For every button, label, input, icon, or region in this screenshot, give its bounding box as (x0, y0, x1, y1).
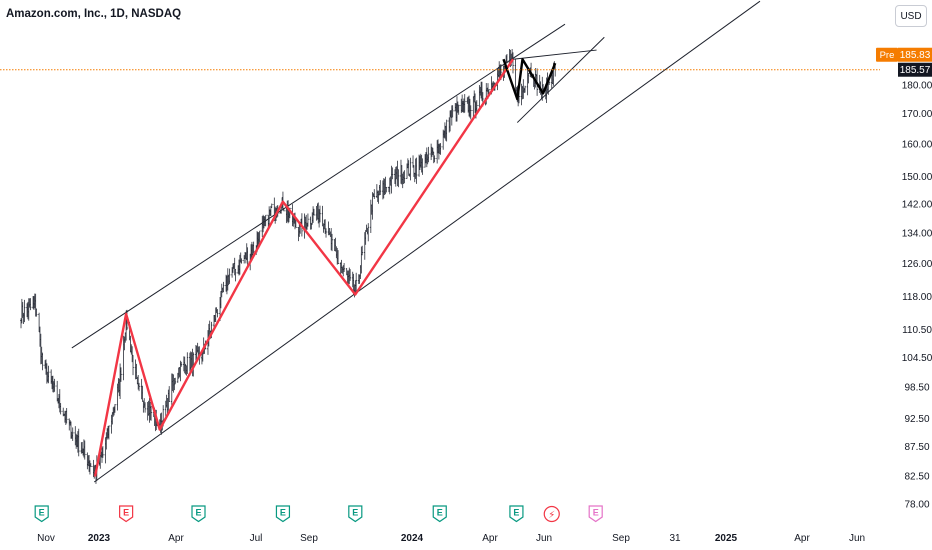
earnings-event-icon (275, 505, 291, 523)
y-tick-label: 92.50 (904, 414, 929, 425)
earnings-event-label: E (437, 508, 443, 518)
red-zigzag-line (93, 58, 514, 477)
earnings-event-label: E (123, 508, 129, 518)
x-tick-label: Apr (168, 533, 184, 544)
x-tick-label: 31 (669, 533, 681, 544)
x-tick-label: Jul (250, 533, 263, 544)
split-event-label: ⚡ (548, 510, 555, 521)
pre-tag-box (876, 47, 898, 62)
y-tick-label: 118.00 (902, 292, 932, 303)
last-price-label: 185.57 (900, 65, 931, 76)
y-tick-label: 150.00 (902, 172, 932, 183)
y-tick-label: 110.50 (902, 325, 932, 336)
y-tick-label: 87.50 (904, 442, 929, 453)
earnings-event-icon (509, 505, 524, 523)
earnings-event-icon (34, 505, 49, 523)
earnings-event-icon (191, 505, 206, 523)
earnings-event-label: E (280, 508, 286, 518)
event-markers: E E E E E E E ⚡ E (34, 505, 603, 523)
y-tick-label: 134.00 (902, 228, 932, 239)
earnings-event-label: E (513, 508, 519, 518)
lower-channel-line (93, 0, 761, 483)
wedge-upper-line (512, 49, 597, 60)
y-tick-label: 82.50 (904, 471, 929, 482)
upper-channel-line (71, 23, 566, 349)
earnings-event-icon (432, 505, 447, 523)
y-tick-label: 98.50 (904, 383, 929, 394)
zigzag-drawings (93, 58, 557, 477)
y-tick-label: 104.50 (902, 353, 932, 364)
y-tick-label: 160.00 (902, 140, 932, 151)
last-price-box (898, 62, 932, 77)
y-tick-label: 170.00 (902, 109, 932, 120)
chart-title: Amazon.com, Inc., 1D, NASDAQ (6, 8, 182, 20)
x-tick-label: Apr (482, 533, 498, 544)
x-tick-label: 2024 (401, 533, 424, 544)
price-axis[interactable]: 78.00 82.50 87.50 92.50 98.50 104.50 110.50 118… (876, 47, 932, 511)
earnings-event-label: E (352, 508, 358, 518)
earnings-event-icon (119, 505, 134, 523)
trend-channels (71, 0, 761, 483)
pre-price-label: 185.83 (900, 50, 931, 61)
earnings-event-label: E (593, 508, 599, 518)
currency-button[interactable]: USD (895, 5, 927, 27)
y-tick-label: 180.00 (902, 81, 932, 92)
pre-tag-label: Pre (880, 50, 895, 61)
earnings-event-icon (588, 505, 603, 523)
split-event-icon (543, 505, 560, 523)
earnings-event-label: E (195, 508, 201, 518)
y-tick-label: 142.00 (902, 199, 932, 210)
earnings-event-label: E (39, 508, 45, 518)
time-axis[interactable]: Nov 2023 Apr Jul Sep 2024 Apr Jun Sep 31 2025 Apr Ju… (37, 533, 865, 544)
earnings-event-icon (348, 505, 363, 523)
x-tick-label: Nov (37, 533, 55, 544)
x-tick-label: Sep (612, 533, 630, 544)
x-tick-label: 2025 (715, 533, 738, 544)
wedge-lower-line (516, 36, 605, 123)
x-tick-label: Jun (849, 533, 865, 544)
x-tick-label: Apr (794, 533, 810, 544)
x-tick-label: Jun (536, 533, 552, 544)
pre-price-box (898, 47, 932, 62)
black-zigzag-line (502, 58, 557, 101)
x-tick-label: Sep (300, 533, 318, 544)
x-tick-label: 2023 (88, 533, 111, 544)
y-tick-label: 126.00 (902, 259, 932, 270)
y-tick-label: 78.00 (904, 500, 929, 511)
